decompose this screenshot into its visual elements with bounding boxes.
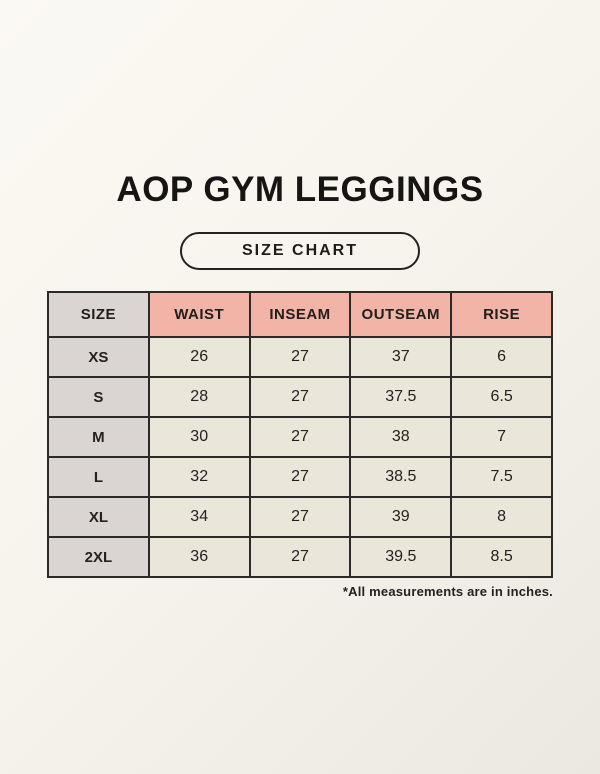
column-header-rise: RISE — [450, 291, 553, 338]
size-cell: 2XL — [47, 536, 150, 578]
table-row: M 30 27 38 7 — [47, 416, 553, 458]
table-row: L 32 27 38.5 7.5 — [47, 456, 553, 498]
table-row: XL 34 27 39 8 — [47, 496, 553, 538]
value-cell: 30 — [147, 416, 251, 458]
value-cell: 38.5 — [349, 456, 453, 498]
value-cell: 6.5 — [450, 376, 553, 418]
size-chart-table: SIZE WAIST INSEAM OUTSEAM RISE XS 26 27 37 6 S 28 2… — [47, 291, 553, 578]
value-cell: 32 — [147, 456, 251, 498]
column-header-inseam: INSEAM — [248, 291, 352, 338]
value-cell: 38 — [349, 416, 453, 458]
value-cell: 8.5 — [450, 536, 553, 578]
value-cell: 27 — [248, 416, 352, 458]
column-header-waist: WAIST — [147, 291, 251, 338]
value-cell: 8 — [450, 496, 553, 538]
measurements-footnote: *All measurements are in inches. — [342, 584, 553, 599]
value-cell: 37.5 — [349, 376, 453, 418]
size-cell: L — [47, 456, 150, 498]
size-chart-badge-label: SIZE CHART — [242, 242, 358, 259]
value-cell: 39.5 — [349, 536, 453, 578]
table-row: XS 26 27 37 6 — [47, 336, 553, 378]
value-cell: 36 — [147, 536, 251, 578]
table-row: 2XL 36 27 39.5 8.5 — [47, 536, 553, 578]
column-header-outseam: OUTSEAM — [349, 291, 453, 338]
value-cell: 6 — [450, 336, 553, 378]
value-cell: 27 — [248, 496, 352, 538]
value-cell: 34 — [147, 496, 251, 538]
column-header-size: SIZE — [47, 291, 150, 338]
size-cell: M — [47, 416, 150, 458]
value-cell: 37 — [349, 336, 453, 378]
size-cell: XL — [47, 496, 150, 538]
value-cell: 39 — [349, 496, 453, 538]
value-cell: 26 — [147, 336, 251, 378]
value-cell: 7 — [450, 416, 553, 458]
table-row: S 28 27 37.5 6.5 — [47, 376, 553, 418]
size-chart-badge: SIZE CHART — [180, 232, 420, 270]
header-row: SIZE WAIST INSEAM OUTSEAM RISE — [47, 291, 553, 338]
value-cell: 27 — [248, 536, 352, 578]
value-cell: 27 — [248, 336, 352, 378]
page-title: AOP GYM LEGGINGS — [116, 170, 484, 209]
size-cell: XS — [47, 336, 150, 378]
value-cell: 27 — [248, 376, 352, 418]
size-cell: S — [47, 376, 150, 418]
value-cell: 28 — [147, 376, 251, 418]
value-cell: 27 — [248, 456, 352, 498]
value-cell: 7.5 — [450, 456, 553, 498]
